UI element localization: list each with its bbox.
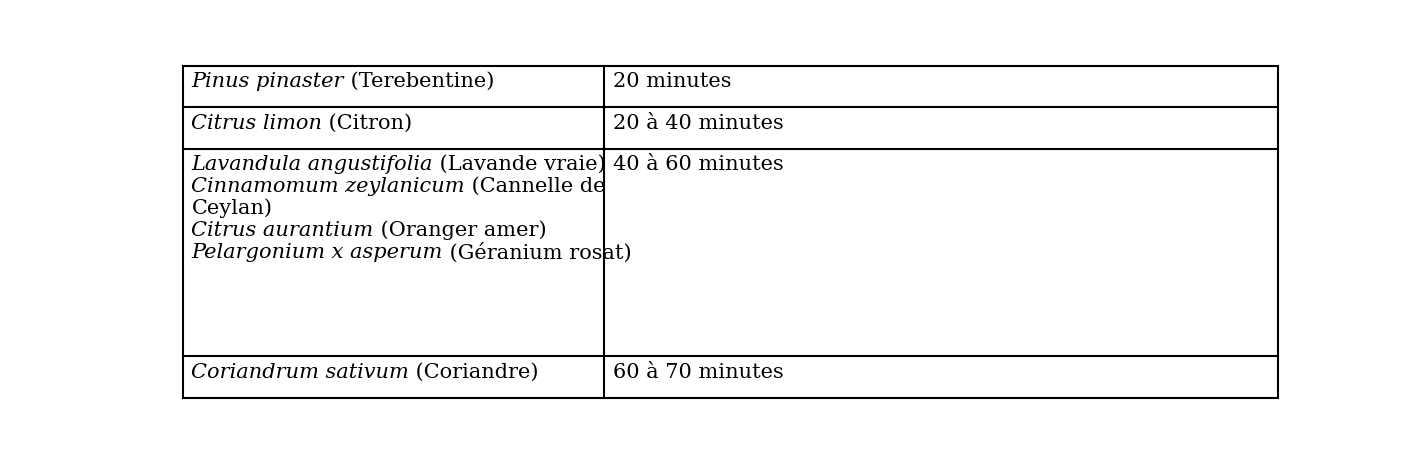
Text: 20 minutes: 20 minutes <box>613 72 731 91</box>
Text: Pelargonium x asperum: Pelargonium x asperum <box>191 242 443 262</box>
Text: (Lavande vraie): (Lavande vraie) <box>433 155 606 174</box>
Text: (Terebentine): (Terebentine) <box>343 72 494 91</box>
Text: 60 à 70 minutes: 60 à 70 minutes <box>613 363 784 382</box>
Text: Cinnamomum zeylanicum: Cinnamomum zeylanicum <box>191 177 465 196</box>
Text: (Géranium rosat): (Géranium rosat) <box>443 242 631 263</box>
Text: Citrus limon: Citrus limon <box>191 113 322 133</box>
Text: Coriandrum sativum: Coriandrum sativum <box>191 363 409 382</box>
Text: (Coriandre): (Coriandre) <box>409 363 539 382</box>
Text: 20 à 40 minutes: 20 à 40 minutes <box>613 113 784 133</box>
Text: Ceylan): Ceylan) <box>191 199 272 218</box>
Text: 40 à 60 minutes: 40 à 60 minutes <box>613 155 784 174</box>
Text: (Oranger amer): (Oranger amer) <box>373 221 546 241</box>
Text: Citrus aurantium: Citrus aurantium <box>191 221 373 240</box>
Text: (Cannelle de: (Cannelle de <box>465 177 606 196</box>
Text: Pinus pinaster: Pinus pinaster <box>191 72 343 91</box>
Text: Lavandula angustifolia: Lavandula angustifolia <box>191 155 433 174</box>
Text: (Citron): (Citron) <box>322 113 412 133</box>
